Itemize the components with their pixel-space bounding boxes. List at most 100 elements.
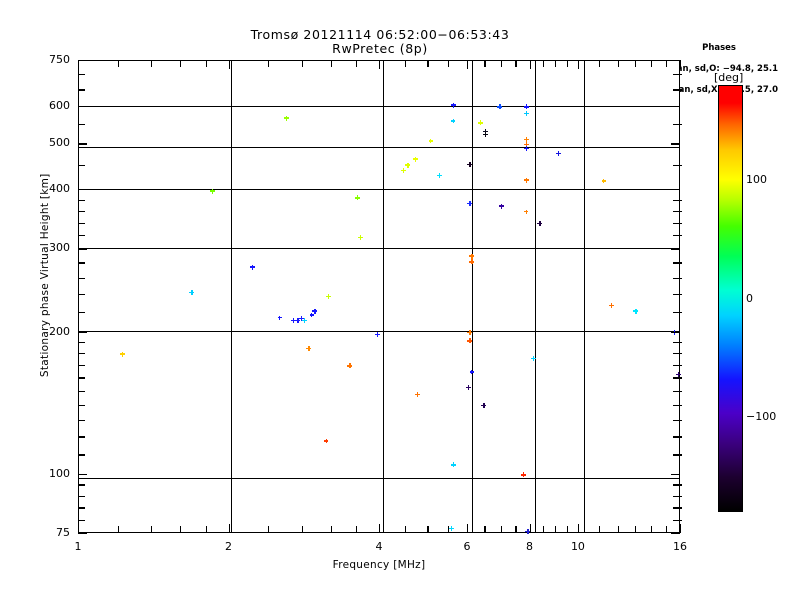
y-tick-right	[671, 533, 680, 535]
data-point	[325, 294, 331, 300]
x-tick	[542, 526, 544, 533]
gridline-x-8	[535, 61, 537, 532]
y-tick-right	[673, 484, 682, 486]
x-tick-top	[78, 60, 80, 69]
y-tick	[78, 533, 87, 535]
x-tick-top	[151, 60, 153, 67]
data-point	[428, 139, 433, 144]
x-tick-top	[356, 60, 358, 67]
data-point	[450, 462, 456, 468]
data-point	[523, 111, 529, 117]
gridline-y-600	[79, 106, 679, 108]
x-tick-top	[117, 60, 119, 67]
gridline-x-4	[383, 61, 385, 532]
data-point	[400, 168, 406, 174]
x-tick-top	[467, 60, 469, 69]
x-tick	[205, 526, 207, 533]
y-tick-right	[673, 519, 682, 522]
data-point	[290, 318, 296, 324]
y-tick-right	[673, 404, 682, 407]
y-tick-right	[671, 60, 680, 62]
x-tick	[268, 526, 270, 533]
x-tick	[680, 524, 682, 533]
y-tick	[78, 436, 85, 438]
chart-title-line-1: Tromsø 20121114 06:52:00−06:53:43	[250, 27, 510, 42]
y-tick-right	[673, 353, 682, 355]
x-tick	[577, 524, 580, 533]
data-point	[405, 162, 411, 168]
x-tick-label: 16	[673, 540, 687, 553]
y-tick-right	[673, 342, 682, 344]
data-point	[675, 372, 681, 378]
phase-colorbar	[718, 85, 743, 512]
chart-title-line-2: RwPretec (8p)	[332, 41, 428, 56]
gridline-x-10	[584, 61, 586, 532]
y-tick-label: 300	[49, 241, 70, 255]
x-tick-label: 10	[570, 540, 585, 553]
y-tick-right	[673, 377, 682, 379]
y-tick-right	[671, 331, 680, 333]
y-tick-right	[671, 143, 680, 145]
y-tick	[78, 311, 85, 314]
y-tick-right	[673, 164, 682, 167]
y-tick-label: 100	[49, 466, 70, 480]
x-tick-top	[665, 60, 668, 67]
x-tick-label: 1	[74, 540, 82, 553]
colorbar-tick-label: 0	[746, 291, 753, 305]
y-tick	[78, 210, 85, 213]
data-point	[357, 234, 363, 240]
x-tick	[448, 526, 450, 533]
x-tick	[379, 524, 381, 533]
x-tick	[427, 526, 429, 533]
x-tick-top	[448, 60, 450, 67]
x-tick-top	[379, 60, 381, 69]
data-point	[523, 136, 529, 142]
y-tick	[78, 189, 87, 191]
y-tick-right	[673, 210, 682, 213]
data-point	[521, 472, 527, 478]
y-tick-right	[673, 454, 682, 456]
x-tick-top	[500, 60, 502, 67]
y-tick-right	[673, 123, 682, 125]
y-tick	[78, 495, 85, 497]
gridline-y-300	[79, 248, 679, 250]
data-point	[451, 119, 456, 123]
y-tick-right	[673, 311, 682, 314]
x-tick-top	[634, 60, 637, 67]
y-tick-label: 75	[56, 526, 70, 539]
data-point	[482, 131, 488, 137]
data-point	[309, 312, 314, 317]
x-tick	[180, 526, 182, 533]
y-tick	[78, 74, 85, 76]
y-tick	[78, 342, 85, 344]
data-point	[295, 318, 301, 324]
x-tick	[404, 526, 406, 533]
y-tick	[78, 404, 85, 407]
y-tick-right	[673, 74, 682, 76]
x-tick-top	[180, 60, 182, 67]
data-point	[283, 115, 289, 121]
y-tick	[78, 277, 85, 279]
x-tick-top	[542, 60, 544, 67]
y-tick-label: 200	[49, 324, 70, 338]
x-tick-top	[301, 60, 303, 67]
data-point	[499, 203, 504, 209]
x-tick	[78, 524, 80, 533]
x-tick	[634, 526, 637, 533]
data-point	[347, 363, 353, 369]
y-tick-right	[673, 222, 682, 224]
data-point	[119, 351, 125, 357]
y-tick-right	[671, 189, 680, 191]
data-point	[481, 403, 487, 409]
x-tick	[151, 526, 153, 533]
y-tick	[78, 222, 85, 224]
y-tick-label: 400	[49, 182, 70, 196]
y-tick-right	[673, 234, 682, 237]
y-tick-right	[673, 495, 682, 497]
x-tick-top	[566, 60, 569, 67]
x-tick-top	[268, 60, 270, 67]
y-tick	[78, 473, 87, 476]
x-tick-label: 8	[526, 540, 533, 553]
y-tick	[78, 89, 85, 91]
x-tick-top	[404, 60, 406, 67]
